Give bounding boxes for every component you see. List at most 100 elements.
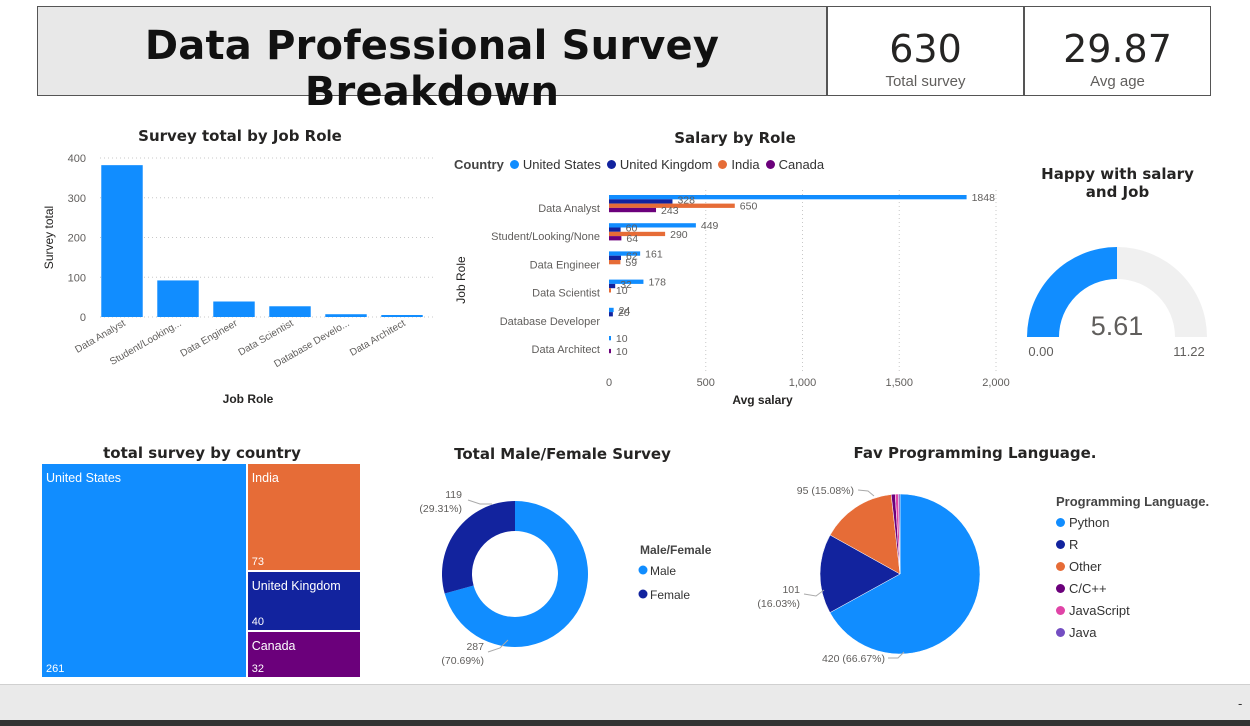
lang-pie-chart[interactable]: 95 (15.08%) 101 (16.03%) 420 (66.67%)	[740, 470, 1040, 680]
bottom-page-bar	[0, 684, 1250, 720]
bar	[609, 307, 614, 313]
minimize-icon[interactable]: -	[1238, 696, 1243, 711]
leader-line	[857, 489, 875, 497]
y-tick-label: 100	[68, 272, 86, 284]
data-label: 178	[648, 277, 666, 289]
lang-pie-title: Fav Programming Language.	[853, 444, 1097, 462]
kpi-avg-age-value: 29.87	[1063, 27, 1172, 71]
bar	[609, 260, 621, 265]
legend-label-us: United States	[522, 157, 601, 172]
legend-dot	[1056, 584, 1065, 593]
legend-label: JavaScript	[1069, 603, 1130, 618]
donut-slice	[442, 501, 515, 594]
legend-item-uk[interactable]: United Kingdom	[606, 157, 712, 172]
bar	[609, 251, 641, 256]
lang-legend-item[interactable]: R	[1056, 537, 1209, 552]
bar	[213, 301, 255, 317]
donut-legend-title: Male/Female	[640, 543, 712, 557]
lang-legend-item[interactable]: Java	[1056, 625, 1209, 640]
x-tick-label: Data Architect	[348, 318, 408, 359]
data-label: 59	[625, 257, 637, 269]
leader-line	[803, 589, 825, 597]
bar	[609, 348, 611, 354]
bar	[609, 336, 611, 341]
y-tick-label: 200	[68, 233, 86, 245]
legend-dot-canada	[765, 160, 775, 169]
salary-legend: Country United States United Kingdom Ind…	[454, 157, 824, 172]
pie-slice	[898, 493, 901, 575]
bottom-dark-strip	[0, 720, 1250, 726]
legend-dot	[1056, 606, 1065, 615]
dashboard-title: Data Professional Survey Breakdown	[144, 23, 720, 115]
lang-legend-item[interactable]: Python	[1056, 515, 1209, 530]
data-label: 1848	[972, 192, 996, 204]
data-label: 650	[740, 201, 758, 213]
country-treemap[interactable]: United States 261 India 73 United Kingdom 40 C…	[42, 464, 362, 679]
bar	[157, 280, 199, 317]
tile-india[interactable]: India 73	[247, 464, 360, 571]
kpi-total-survey-card[interactable]: 630 Total survey	[827, 6, 1024, 96]
tile-name: Canada	[251, 638, 296, 653]
bar	[609, 207, 657, 213]
pie-data-label: 420 (66.67%)	[822, 653, 885, 665]
legend-item-us[interactable]: United States	[509, 157, 601, 172]
legend-label: R	[1069, 537, 1079, 552]
kpi-avg-age-label: Avg age	[1090, 73, 1145, 90]
kpi-avg-age-card[interactable]: 29.87 Avg age	[1024, 6, 1211, 96]
legend-dot	[1056, 518, 1065, 527]
y-axis-title: Survey total	[42, 206, 56, 269]
bar	[609, 231, 666, 237]
bar	[609, 227, 621, 232]
legend-dot	[1056, 540, 1065, 549]
x-axis-title: Job Role	[223, 392, 274, 406]
donut-label-value: 119	[445, 489, 462, 501]
salary-bar-chart[interactable]: 0 500 1,000 1,500 2,000 Data Analyst 1848 328 65…	[450, 180, 1010, 412]
legend-label: C/C++	[1069, 581, 1107, 596]
leader-line	[487, 639, 509, 653]
donut-label-pct: (29.31%)	[419, 503, 462, 515]
lang-legend-item[interactable]: Other	[1056, 559, 1209, 574]
legend-dot-uk	[606, 160, 616, 169]
pie-slice	[829, 494, 901, 575]
tile-united-kingdom[interactable]: United Kingdom 40	[247, 572, 360, 630]
lang-legend: Programming Language. Python R Other C/C++ J…	[1056, 494, 1209, 647]
bar	[609, 255, 621, 260]
pie-data-label-pct: (16.03%)	[757, 598, 800, 610]
data-label: 328	[677, 194, 695, 206]
donut-label-value: 287	[466, 641, 484, 653]
bar	[325, 314, 367, 317]
leader-line	[467, 499, 492, 505]
bar	[609, 312, 613, 317]
leader-line	[888, 651, 905, 659]
legend-label: Python	[1069, 515, 1110, 530]
y-tick-label: Database Developer	[500, 316, 601, 328]
x-tick-label: 500	[697, 377, 715, 389]
bar	[609, 195, 967, 200]
legend-item-canada[interactable]: Canada	[765, 157, 824, 172]
data-label: 62	[626, 251, 638, 263]
gauge-track	[1117, 247, 1207, 337]
kpi-total-survey-value: 630	[889, 27, 962, 71]
lang-legend-item[interactable]: C/C++	[1056, 581, 1209, 596]
x-tick-label: Data Engineer	[179, 318, 240, 360]
gauge-min-label: 0.00	[1028, 344, 1053, 359]
kpi-total-survey-label: Total survey	[885, 73, 966, 90]
treemap-title: total survey by country	[103, 444, 301, 462]
legend-dot-india	[718, 160, 728, 169]
gauge-title: Happy with salary and Job	[1041, 165, 1194, 201]
legend-label: Female	[650, 588, 690, 602]
y-tick-label: Data Scientist	[532, 288, 600, 300]
lang-legend-item[interactable]: JavaScript	[1056, 603, 1209, 618]
gender-donut-chart[interactable]: 119 (29.31%) 287 (70.69%) Male/Female Male Fem…	[400, 470, 720, 680]
x-tick-label: 1,000	[789, 377, 817, 389]
bar	[269, 306, 311, 317]
pie-slice	[829, 493, 981, 655]
tile-name: United Kingdom	[251, 579, 341, 594]
happy-gauge-chart[interactable]: 5.61 0.00 11.22	[1020, 240, 1220, 370]
lang-legend-title: Programming Language.	[1056, 494, 1210, 509]
tile-united-states[interactable]: United States 261	[42, 464, 246, 677]
x-axis-title: Avg salary	[732, 393, 793, 407]
tile-canada[interactable]: Canada 32	[247, 631, 360, 677]
legend-item-india[interactable]: India	[718, 157, 760, 172]
